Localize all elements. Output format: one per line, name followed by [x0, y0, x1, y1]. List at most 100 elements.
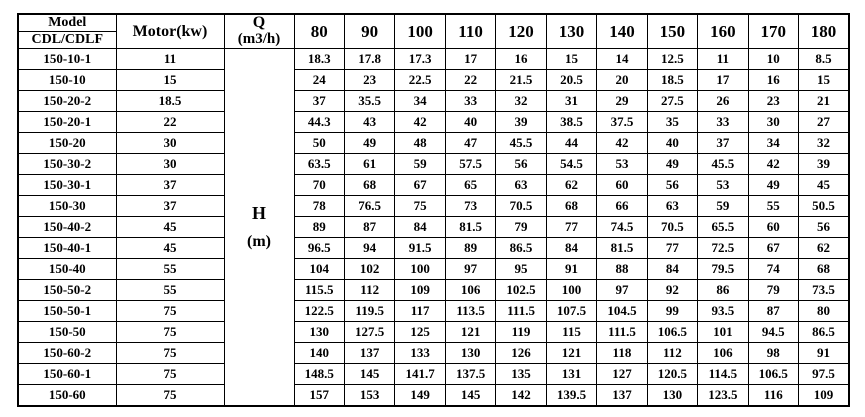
head-value-cell: 137: [596, 384, 648, 406]
head-value-cell: 60: [596, 174, 648, 196]
head-value-cell: 104.5: [596, 300, 648, 322]
head-value-cell: 79: [747, 279, 800, 301]
header-series-cdl-cdlf: CDL/CDLF: [17, 31, 117, 49]
head-value-cell: 81.5: [596, 237, 648, 259]
head-value-cell: 119.5: [343, 300, 396, 322]
model-cell: 150-60: [17, 384, 117, 406]
table-row: 150-10 15 24 23 22.5 22 21.5 20.5 20 18.5 17 16 15: [17, 69, 850, 91]
motor-cell: 37: [115, 174, 225, 196]
table-row: 150-10-1 11 H (m) 18.3 17.8 17.3 17 16 15 14 12.5 11…: [17, 48, 850, 406]
head-value-cell: 11: [697, 48, 749, 70]
head-value-cell: 17.3: [394, 48, 446, 70]
head-value-cell: 45.5: [697, 153, 749, 175]
head-value-cell: 49: [343, 132, 396, 154]
head-value-cell: 31: [545, 90, 598, 112]
head-value-cell: 57.5: [444, 153, 497, 175]
head-value-cell: 145: [343, 363, 396, 385]
head-value-cell: 72.5: [697, 237, 749, 259]
model-cell: 150-30-1: [17, 174, 117, 196]
header-flow-150: 150: [646, 13, 699, 49]
model-cell: 150-20-2: [17, 90, 117, 112]
head-value-cell: 12.5: [646, 48, 699, 70]
table-row: 150-20 30 50 49 48 47 45.5 44 42 40 37 34 32: [17, 132, 850, 154]
head-value-cell: 87: [747, 300, 800, 322]
head-value-cell: 39: [495, 111, 547, 133]
head-value-cell: 141.7: [394, 363, 446, 385]
head-value-cell: 23: [343, 69, 396, 91]
table-row: 150-60 75 157 153 149 145 142 139.5 137 130 123.5 1…: [17, 384, 850, 406]
motor-cell: 30: [115, 153, 225, 175]
table-row: 150-60-2 75 140 137 133 130 126 121 118 112 106 98 9…: [17, 342, 850, 364]
head-value-cell: 127.5: [343, 321, 396, 343]
head-value-cell: 127: [596, 363, 648, 385]
head-value-cell: 97.5: [798, 363, 850, 385]
head-value-cell: 38.5: [545, 111, 598, 133]
head-value-cell: 62: [798, 237, 850, 259]
model-cell: 150-40-1: [17, 237, 117, 259]
head-value-cell: 62: [545, 174, 598, 196]
header-flow-140: 140: [596, 13, 648, 49]
head-value-cell: 104: [293, 258, 345, 280]
head-value-cell: 59: [697, 195, 749, 217]
head-value-cell: 96.5: [293, 237, 345, 259]
table-row: 150-50 75 130 127.5 125 121 119 115 111.5 106.5 10…: [17, 321, 850, 343]
motor-cell: 55: [115, 279, 225, 301]
head-value-cell: 84: [545, 237, 598, 259]
table-row: 150-40-2 45 89 87 84 81.5 79 77 74.5 70.5 65.5 60 56: [17, 216, 850, 238]
motor-cell: 37: [115, 195, 225, 217]
head-value-cell: 70.5: [495, 195, 547, 217]
head-value-cell: 17: [444, 48, 497, 70]
head-value-cell: 42: [747, 153, 800, 175]
head-value-cell: 94: [343, 237, 396, 259]
head-value-cell: 79.5: [697, 258, 749, 280]
head-value-cell: 74.5: [596, 216, 648, 238]
head-value-cell: 17: [697, 69, 749, 91]
head-value-cell: 40: [444, 111, 497, 133]
head-value-cell: 121: [444, 321, 497, 343]
head-value-cell: 91: [798, 342, 850, 364]
head-value-cell: 137.5: [444, 363, 497, 385]
motor-cell: 30: [115, 132, 225, 154]
header-motor-kw: Motor(kw): [115, 13, 225, 49]
model-cell: 150-10: [17, 69, 117, 91]
motor-cell: 75: [115, 363, 225, 385]
head-value-cell: 23: [747, 90, 800, 112]
head-value-cell: 47: [444, 132, 497, 154]
head-value-cell: 133: [394, 342, 446, 364]
head-value-cell: 148.5: [293, 363, 345, 385]
header-model: Model: [17, 13, 117, 32]
motor-cell: 15: [115, 69, 225, 91]
head-value-cell: 35.5: [343, 90, 396, 112]
head-value-cell: 95: [495, 258, 547, 280]
head-value-cell: 116: [747, 384, 800, 406]
head-value-cell: 125: [394, 321, 446, 343]
h-unit: (m): [247, 233, 271, 251]
head-value-cell: 122.5: [293, 300, 345, 322]
head-value-cell: 106: [444, 279, 497, 301]
table-row: 150-50-2 55 115.5 112 109 106 102.5 100 97 92 86 79…: [17, 279, 850, 301]
head-value-cell: 53: [697, 174, 749, 196]
head-value-cell: 68: [798, 258, 850, 280]
head-value-cell: 149: [394, 384, 446, 406]
motor-cell: 55: [115, 258, 225, 280]
head-value-cell: 21: [798, 90, 850, 112]
head-value-cell: 67: [747, 237, 800, 259]
head-value-cell: 84: [646, 258, 699, 280]
q-unit: (m3/h): [237, 31, 281, 48]
motor-cell: 75: [115, 321, 225, 343]
header-flow-130: 130: [545, 13, 598, 49]
head-value-cell: 109: [394, 279, 446, 301]
head-value-cell: 45: [798, 174, 850, 196]
model-cell: 150-20: [17, 132, 117, 154]
model-cell: 150-40: [17, 258, 117, 280]
head-value-cell: 112: [646, 342, 699, 364]
table-body: 150-10-1 11 H (m) 18.3 17.8 17.3 17 16 15 14 12.5 11…: [17, 48, 850, 406]
head-value-cell: 107.5: [545, 300, 598, 322]
head-value-cell: 10: [747, 48, 800, 70]
head-unit-cell: H (m): [223, 48, 295, 406]
head-value-cell: 20.5: [545, 69, 598, 91]
motor-cell: 18.5: [115, 90, 225, 112]
head-value-cell: 60: [747, 216, 800, 238]
head-value-cell: 16: [495, 48, 547, 70]
head-value-cell: 22.5: [394, 69, 446, 91]
